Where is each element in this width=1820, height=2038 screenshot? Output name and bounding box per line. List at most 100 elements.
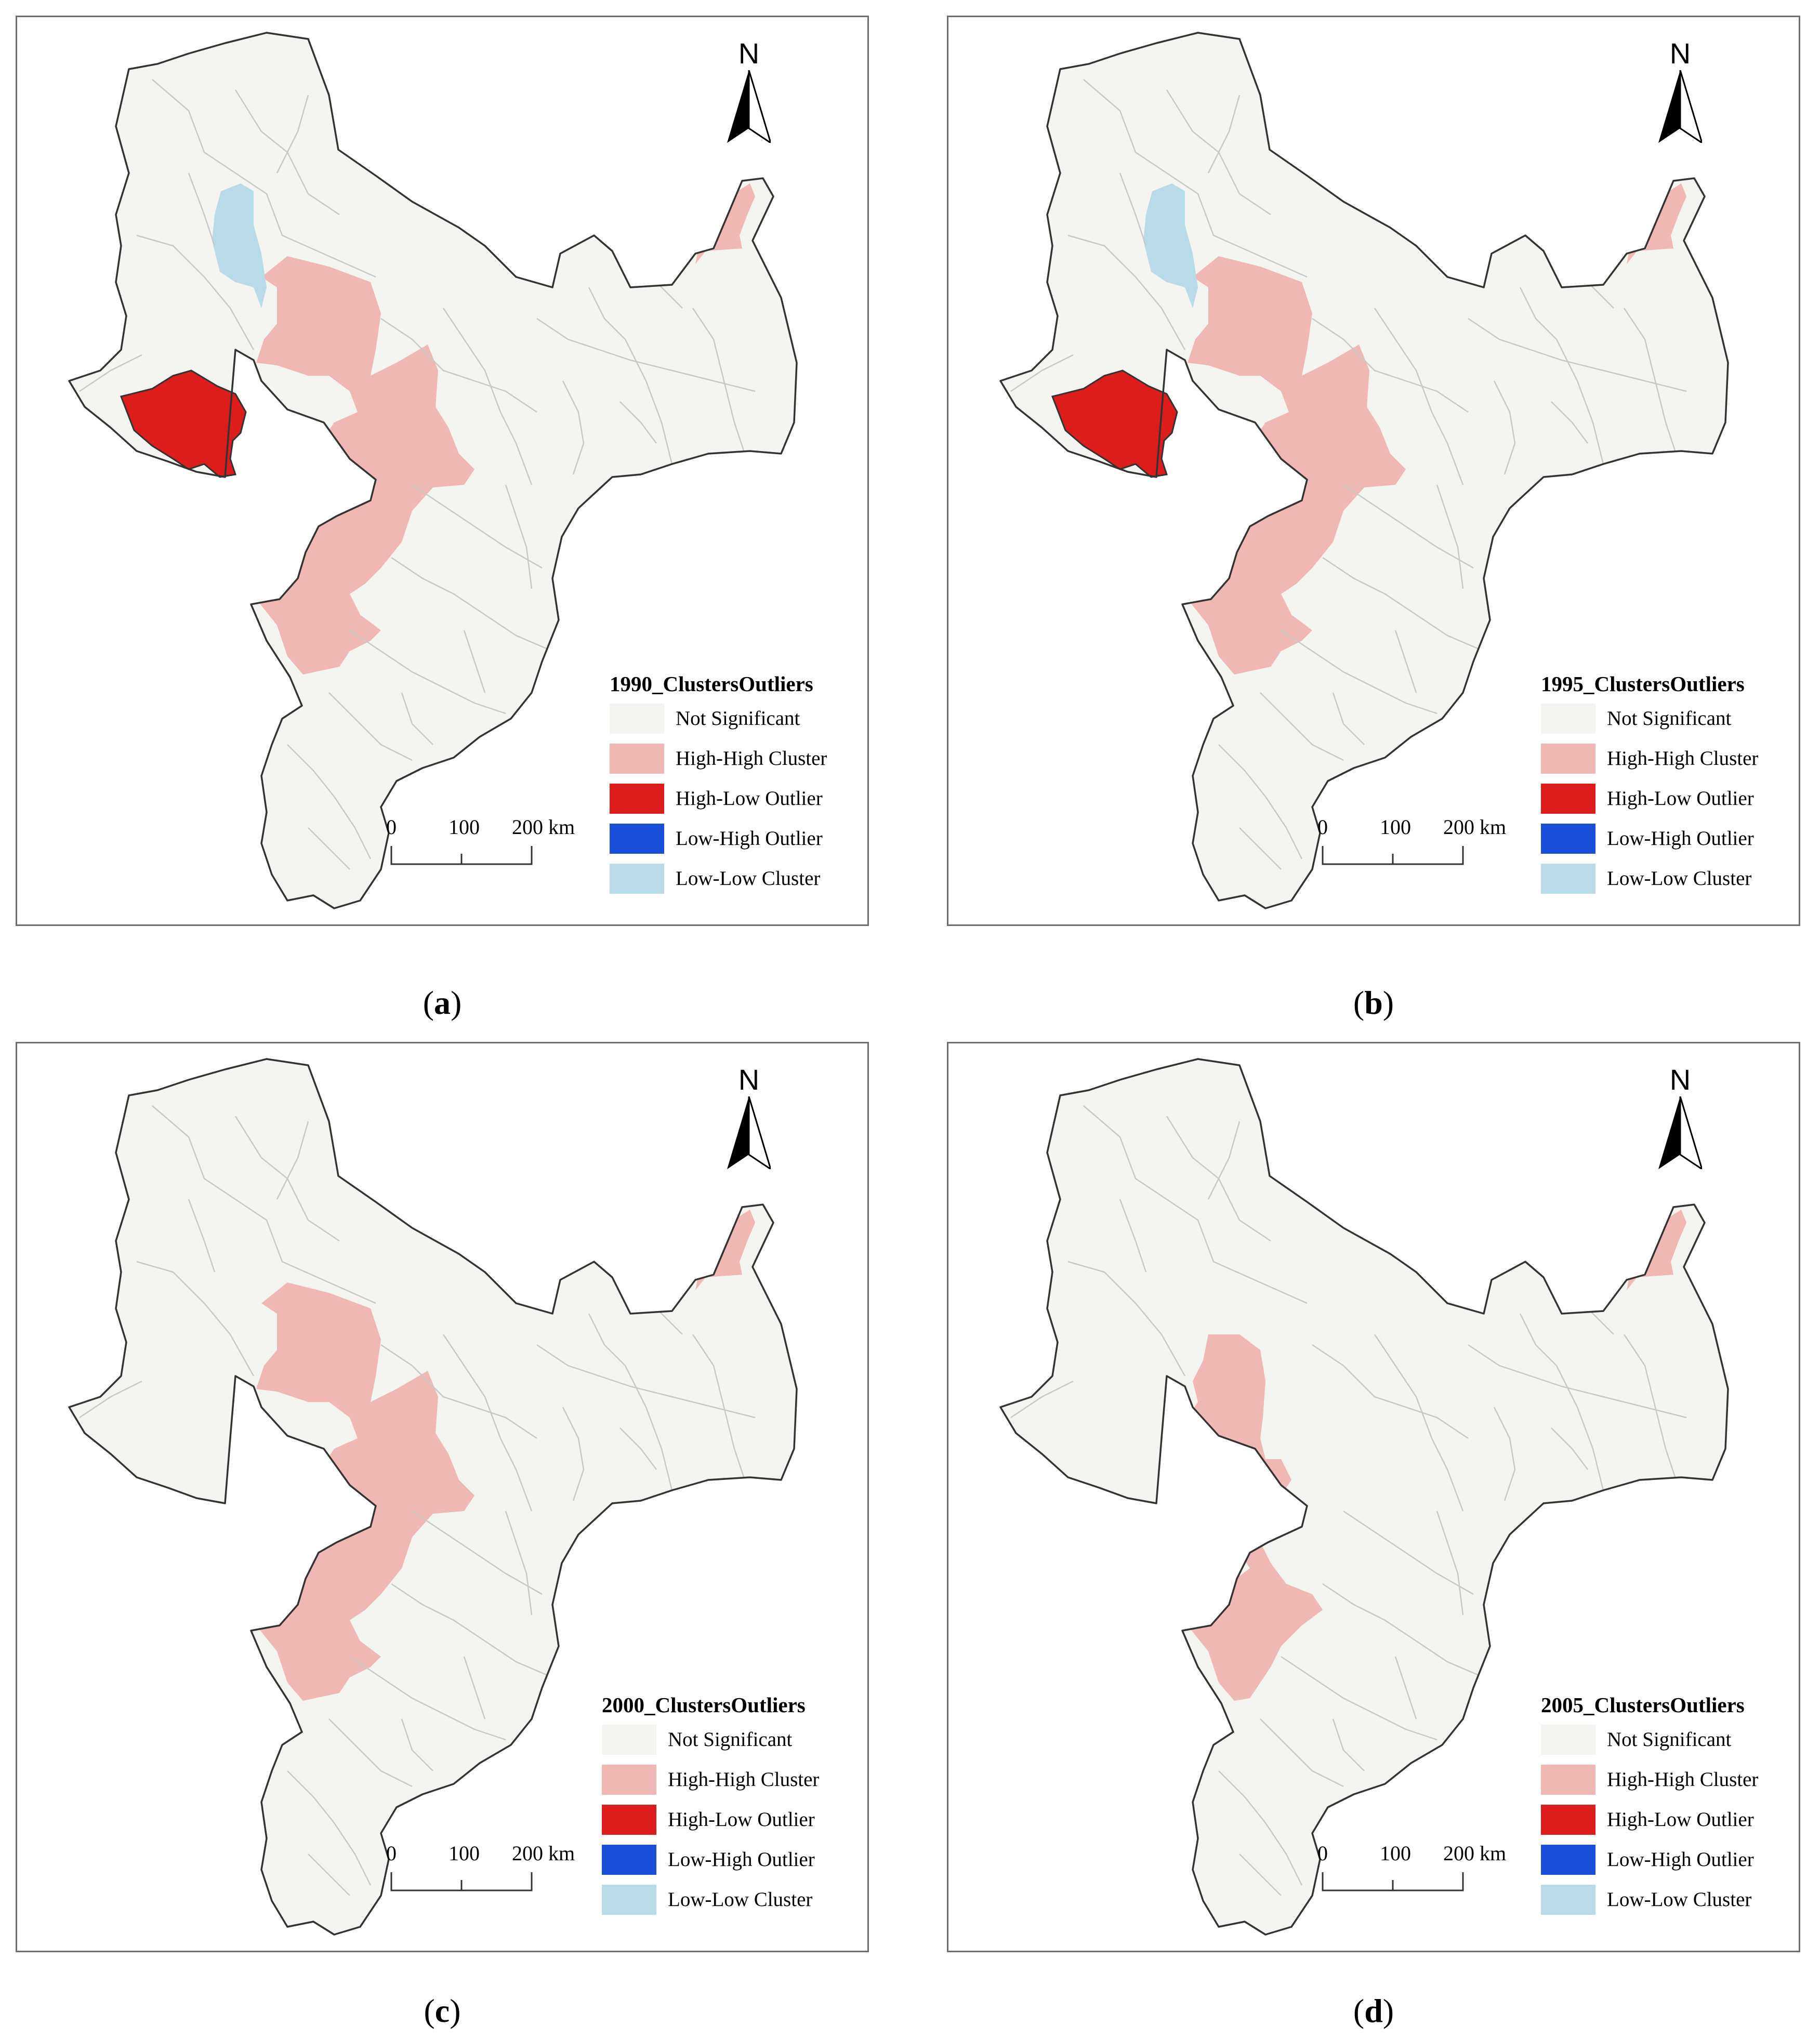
study-area-boundary xyxy=(999,32,1729,909)
legend-swatch xyxy=(1541,743,1595,774)
legend-item-high-high: High-High Cluster xyxy=(1541,738,1799,778)
legend-item-high-low: High-Low Outlier xyxy=(1541,778,1799,818)
region-not-significant xyxy=(1000,1059,1728,1935)
region-high-high-central xyxy=(1188,256,1406,674)
scale-tick-label: 0 xyxy=(1317,1842,1328,1865)
legend-item-low-low: Low-Low Cluster xyxy=(1541,1880,1799,1920)
north-arrow-icon xyxy=(1658,70,1702,143)
caption-d: (d) xyxy=(1353,1992,1394,2029)
legend-swatch xyxy=(1541,1884,1595,1915)
legend-label: Low-Low Cluster xyxy=(676,867,821,890)
scale-tick-label: 200 km xyxy=(512,1842,575,1865)
legend-label: High-High Cluster xyxy=(1607,1768,1759,1791)
region-high-high-central xyxy=(256,256,474,674)
legend-item-high-low: High-Low Outlier xyxy=(602,1799,867,1840)
scale-bar: 0 100 200 km xyxy=(376,1841,604,1898)
legend: 2005_ClustersOutliers Not Significant High… xyxy=(1541,1690,1799,1920)
scale-tick-label: 200 km xyxy=(1443,815,1507,839)
legend-label: High-Low Outlier xyxy=(1607,1808,1754,1831)
legend-label: Not Significant xyxy=(676,707,800,730)
legend-item-not-significant: Not Significant xyxy=(602,1719,867,1759)
region-low-low-north xyxy=(1143,183,1198,308)
scale-tick-label: 200 km xyxy=(512,815,575,839)
north-arrow: N xyxy=(1649,38,1711,147)
legend-title: 2000_ClustersOutliers xyxy=(602,1693,806,1717)
study-area-map xyxy=(999,1058,1729,1936)
legend-item-low-high: Low-High Outlier xyxy=(602,1840,867,1880)
map-panel-c: N 0 100 200 km 2000_ClustersOutliers Not Sign… xyxy=(16,1042,869,1952)
scale-tick-label: 0 xyxy=(1317,815,1328,839)
north-arrow-label: N xyxy=(738,37,760,70)
legend-swatch xyxy=(1541,823,1595,854)
legend-title: 1995_ClustersOutliers xyxy=(1541,672,1745,696)
north-arrow: N xyxy=(718,38,780,147)
legend-swatch xyxy=(610,783,664,814)
legend-label: High-High Cluster xyxy=(668,1768,820,1791)
legend-item-high-high: High-High Cluster xyxy=(602,1759,867,1799)
north-arrow-label: N xyxy=(1669,1063,1691,1096)
caption-a: (a) xyxy=(423,984,462,1021)
legend-item-low-low: Low-Low Cluster xyxy=(610,858,867,898)
legend-label: Low-High Outlier xyxy=(1607,827,1754,850)
region-high-low-west xyxy=(120,369,247,478)
legend: 1990_ClustersOutliers Not Significant High… xyxy=(610,669,867,898)
legend-item-low-low: Low-Low Cluster xyxy=(1541,858,1799,898)
legend-swatch xyxy=(610,703,664,734)
north-arrow-icon xyxy=(727,1096,771,1169)
legend-label: High-Low Outlier xyxy=(676,787,823,810)
legend-label: Low-High Outlier xyxy=(668,1848,815,1871)
north-arrow: N xyxy=(718,1064,780,1173)
north-arrow: N xyxy=(1649,1064,1711,1173)
study-area-boundary xyxy=(68,32,798,909)
legend-item-low-high: Low-High Outlier xyxy=(610,818,867,858)
study-area-boundary xyxy=(999,1058,1729,1936)
north-arrow-icon xyxy=(1658,1096,1702,1169)
legend-swatch xyxy=(1541,1844,1595,1875)
legend-swatch xyxy=(1541,703,1595,734)
study-area-boundary xyxy=(68,1058,798,1936)
legend-swatch xyxy=(602,1844,656,1875)
map-panel-b: N 0 100 200 km 1995_ClustersOutliers Not Sign… xyxy=(947,16,1800,926)
legend-label: High-High Cluster xyxy=(676,747,827,770)
legend-label: Low-Low Cluster xyxy=(1607,867,1752,890)
map-panel-a: N 0 100 200 km 1990_ClustersOutliers Not Sign… xyxy=(16,16,869,926)
legend-swatch xyxy=(1541,783,1595,814)
legend-item-high-low: High-Low Outlier xyxy=(1541,1799,1799,1840)
study-area-map xyxy=(999,32,1729,909)
study-area-map xyxy=(68,1058,798,1936)
caption-c: (c) xyxy=(424,1992,461,2029)
legend-swatch xyxy=(1541,1764,1595,1795)
legend-label: Low-Low Cluster xyxy=(668,1888,813,1911)
legend-label: Low-Low Cluster xyxy=(1607,1888,1752,1911)
legend-item-low-high: Low-High Outlier xyxy=(1541,1840,1799,1880)
north-arrow-label: N xyxy=(1669,37,1691,70)
legend: 1995_ClustersOutliers Not Significant High… xyxy=(1541,669,1799,898)
scale-tick-label: 0 xyxy=(386,815,397,839)
legend-swatch xyxy=(610,743,664,774)
legend-label: Not Significant xyxy=(668,1728,793,1751)
legend-item-low-low: Low-Low Cluster xyxy=(602,1880,867,1920)
region-high-high-central xyxy=(256,1282,474,1701)
legend-swatch xyxy=(610,863,664,894)
legend-item-not-significant: Not Significant xyxy=(610,698,867,738)
map-panel-d: N 0 100 200 km 2005_ClustersOutliers Not Sign… xyxy=(947,1042,1800,1952)
legend-label: High-Low Outlier xyxy=(1607,787,1754,810)
legend-swatch xyxy=(602,1804,656,1835)
legend-item-high-high: High-High Cluster xyxy=(1541,1759,1799,1799)
scale-tick-label: 100 xyxy=(449,815,480,839)
legend-swatch xyxy=(1541,1804,1595,1835)
scale-bar: 0 100 200 km xyxy=(376,815,604,872)
scale-tick-label: 100 xyxy=(1380,815,1411,839)
north-arrow-icon xyxy=(727,70,771,143)
scale-bar: 0 100 200 km xyxy=(1307,815,1536,872)
legend-label: High-Low Outlier xyxy=(668,1808,815,1831)
legend-item-not-significant: Not Significant xyxy=(1541,1719,1799,1759)
legend-label: Low-High Outlier xyxy=(1607,1848,1754,1871)
legend-item-high-low: High-Low Outlier xyxy=(610,778,867,818)
legend-label: Not Significant xyxy=(1607,1728,1732,1751)
legend-label: Not Significant xyxy=(1607,707,1732,730)
legend-item-low-high: Low-High Outlier xyxy=(1541,818,1799,858)
study-area-map xyxy=(68,32,798,909)
scale-tick-label: 200 km xyxy=(1443,1842,1507,1865)
region-high-low-west xyxy=(1051,369,1178,478)
